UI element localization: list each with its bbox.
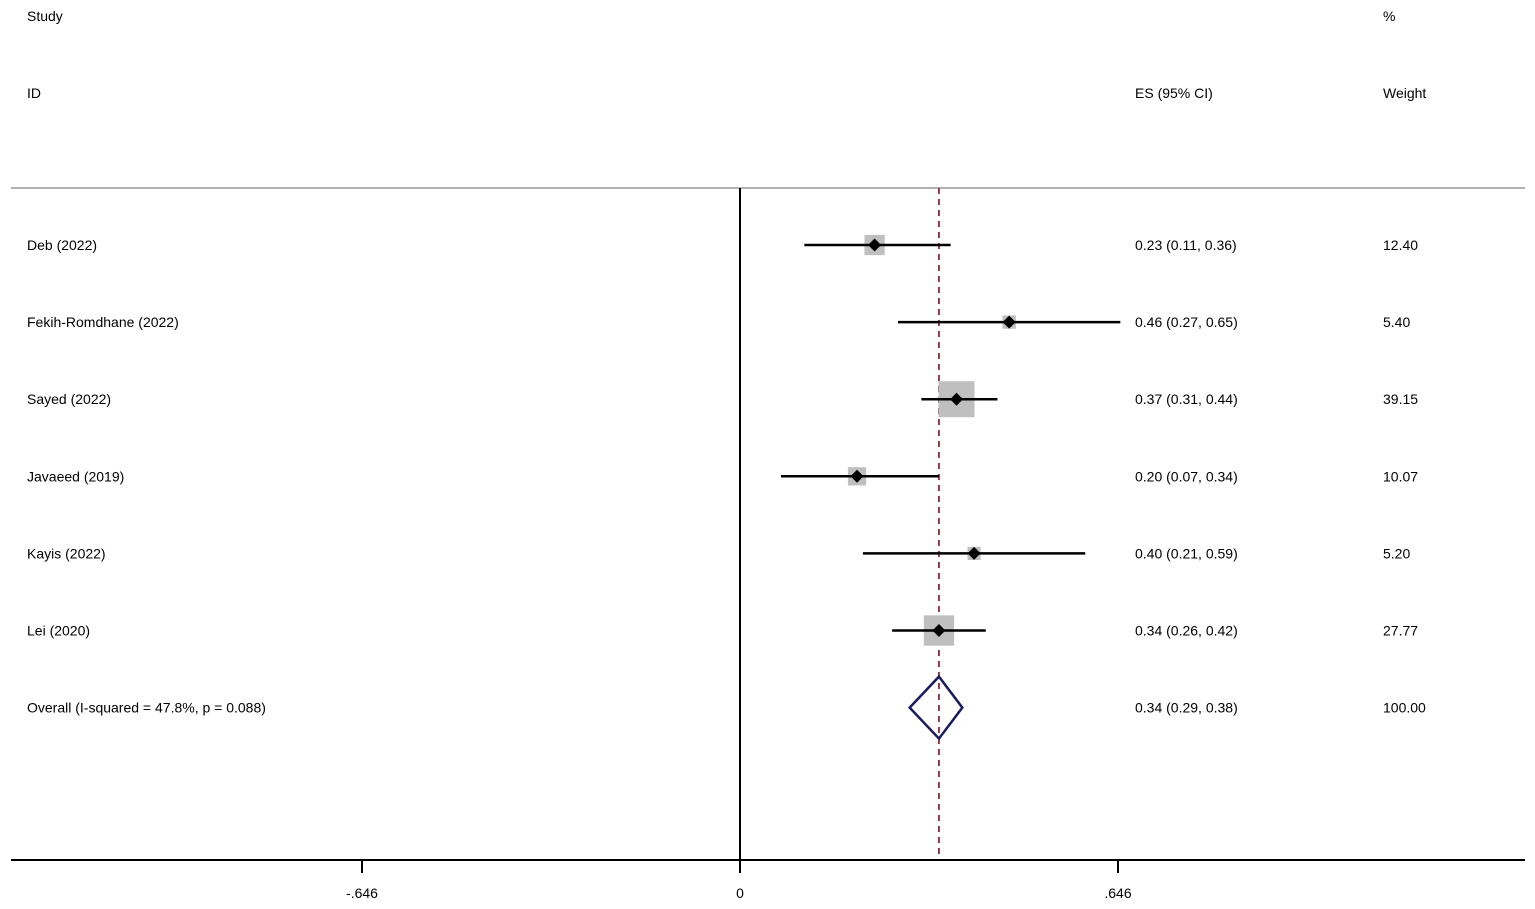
header-weight: Weight: [1383, 85, 1426, 101]
es-value: 0.40 (0.21, 0.59): [1135, 545, 1238, 561]
point-estimate: [868, 238, 882, 252]
es-value: 0.46 (0.27, 0.65): [1135, 314, 1238, 330]
study-rows: Deb (2022) 0.23 (0.11, 0.36) 12.40 Fekih-Ro…: [27, 188, 1426, 860]
study-label: Sayed (2022): [27, 391, 111, 407]
weight-value: 5.40: [1383, 314, 1410, 330]
study-label: Fekih-Romdhane (2022): [27, 314, 179, 330]
overall-label: Overall (I-squared = 47.8%, p = 0.088): [27, 700, 266, 716]
header-id: ID: [27, 85, 41, 101]
overall-weight-value: 100.00: [1383, 700, 1426, 716]
weight-value: 5.20: [1383, 545, 1410, 561]
overall-diamond: [907, 674, 964, 741]
overall-es-value: 0.34 (0.29, 0.38): [1135, 700, 1238, 716]
point-estimate: [932, 624, 946, 637]
study-row: Fekih-Romdhane (2022) 0.46 (0.27, 0.65) 5.…: [27, 314, 1410, 330]
weight-value: 10.07: [1383, 468, 1418, 484]
es-value: 0.34 (0.26, 0.42): [1135, 623, 1238, 639]
point-estimate: [967, 546, 981, 560]
study-label: Lei (2020): [27, 623, 90, 639]
point-estimate: [950, 392, 964, 406]
x-tick-label: -.646: [346, 885, 378, 901]
es-value: 0.20 (0.07, 0.34): [1135, 468, 1238, 484]
point-estimate: [850, 469, 864, 483]
x-tick-label: .646: [1104, 885, 1131, 901]
study-label: Javaeed (2019): [27, 468, 124, 484]
x-tick-label: 0: [736, 885, 744, 901]
x-axis-ticks: -.646 0 .646: [346, 860, 1132, 901]
study-row: Lei (2020) 0.34 (0.26, 0.42) 27.77: [27, 615, 1418, 646]
weight-value: 12.40: [1383, 237, 1418, 253]
study-row: Deb (2022) 0.23 (0.11, 0.36) 12.40: [27, 234, 1418, 256]
study-label: Deb (2022): [27, 237, 97, 253]
overall-row: Overall (I-squared = 47.8%, p = 0.088) 0.…: [27, 674, 1426, 741]
weight-value: 39.15: [1383, 391, 1418, 407]
point-estimate: [1002, 315, 1016, 329]
weight-value: 27.77: [1383, 623, 1418, 639]
header-percent: %: [1383, 8, 1395, 24]
study-row: Kayis (2022) 0.40 (0.21, 0.59) 5.20: [27, 545, 1410, 561]
es-value: 0.23 (0.11, 0.36): [1135, 237, 1237, 253]
es-value: 0.37 (0.31, 0.44): [1135, 391, 1238, 407]
study-row: Sayed (2022) 0.37 (0.31, 0.44) 39.15: [27, 381, 1418, 418]
study-row: Javaeed (2019) 0.20 (0.07, 0.34) 10.07: [27, 467, 1418, 486]
header-es: ES (95% CI): [1135, 85, 1213, 101]
header-study: Study: [27, 8, 63, 24]
study-label: Kayis (2022): [27, 545, 106, 561]
